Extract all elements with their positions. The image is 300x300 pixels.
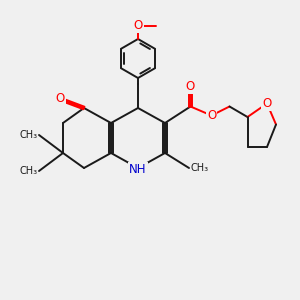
Text: O: O [207, 109, 216, 122]
Text: O: O [134, 19, 142, 32]
Text: CH₃: CH₃ [190, 163, 208, 173]
Text: O: O [186, 80, 195, 94]
Text: O: O [262, 97, 272, 110]
Text: CH₃: CH₃ [20, 166, 38, 176]
Text: O: O [56, 92, 64, 106]
Text: CH₃: CH₃ [20, 130, 38, 140]
Text: NH: NH [129, 163, 147, 176]
